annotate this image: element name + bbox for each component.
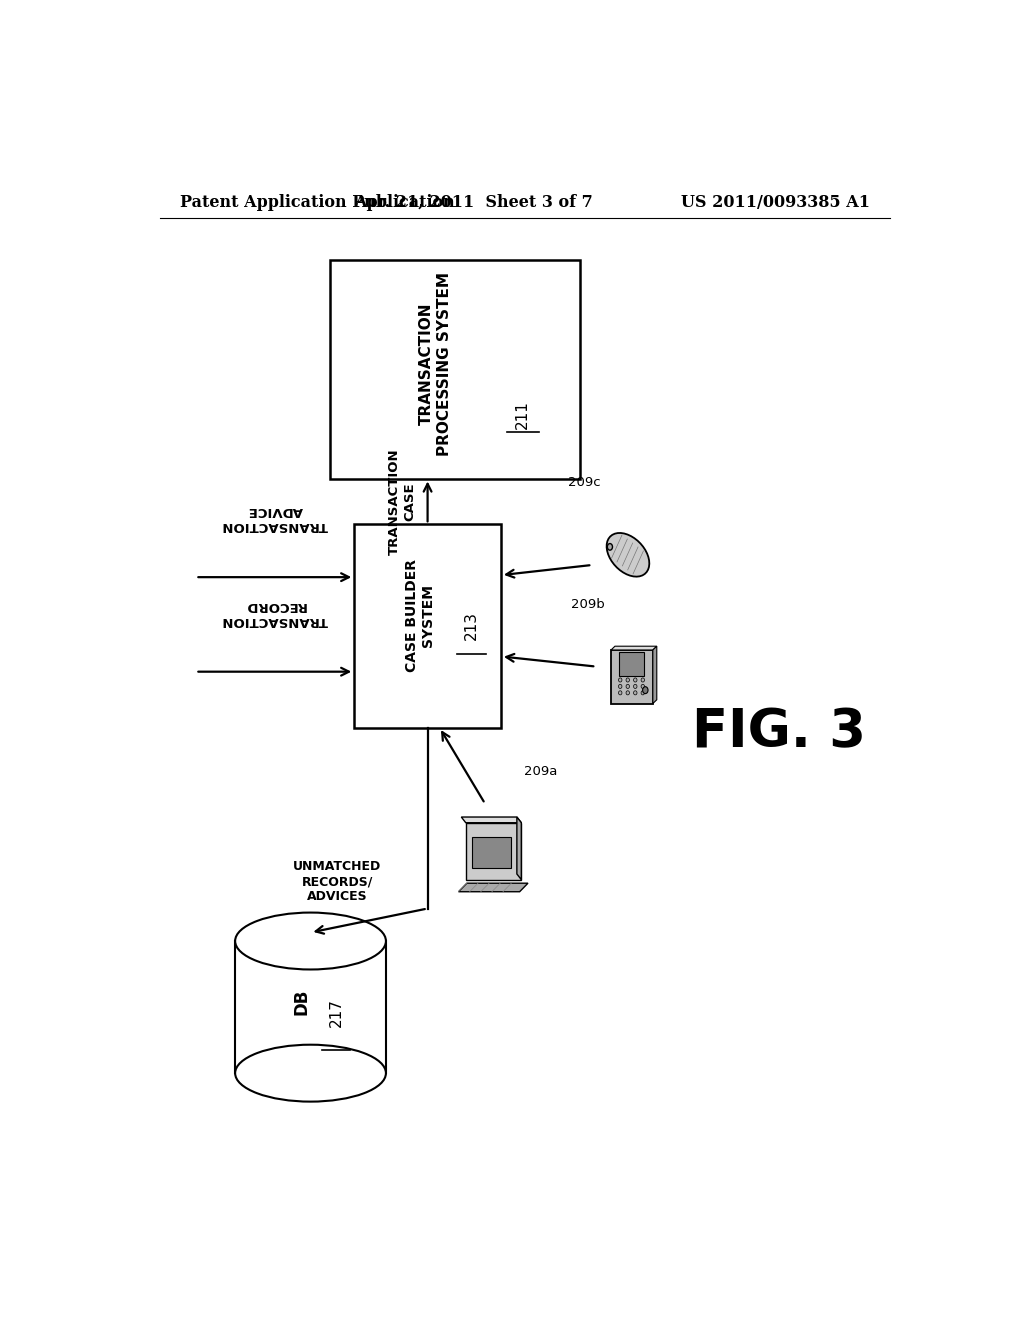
Text: FIG. 3: FIG. 3 bbox=[692, 706, 865, 759]
FancyBboxPatch shape bbox=[611, 649, 653, 704]
Ellipse shape bbox=[626, 684, 630, 689]
Text: TRANSACTION
RECORD: TRANSACTION RECORD bbox=[221, 599, 328, 627]
Ellipse shape bbox=[236, 1044, 386, 1102]
FancyBboxPatch shape bbox=[620, 652, 644, 676]
FancyBboxPatch shape bbox=[354, 524, 501, 727]
Ellipse shape bbox=[618, 684, 622, 689]
Ellipse shape bbox=[643, 686, 648, 693]
Text: Apr. 21, 2011  Sheet 3 of 7: Apr. 21, 2011 Sheet 3 of 7 bbox=[354, 194, 593, 211]
Text: TRANSACTION
ADVICE: TRANSACTION ADVICE bbox=[221, 504, 328, 532]
Ellipse shape bbox=[607, 544, 612, 550]
Ellipse shape bbox=[641, 684, 644, 689]
Bar bbox=[236, 941, 386, 1073]
Ellipse shape bbox=[236, 912, 386, 969]
Ellipse shape bbox=[641, 678, 644, 682]
Text: 213: 213 bbox=[464, 611, 479, 640]
Text: 211: 211 bbox=[515, 400, 530, 429]
Text: 209c: 209c bbox=[568, 475, 601, 488]
FancyBboxPatch shape bbox=[472, 837, 511, 869]
Polygon shape bbox=[611, 647, 656, 649]
Ellipse shape bbox=[634, 678, 637, 682]
Text: UNMATCHED
RECORDS/
ADVICES: UNMATCHED RECORDS/ ADVICES bbox=[293, 861, 381, 903]
Text: 217: 217 bbox=[329, 998, 343, 1027]
Text: TRANSACTION
CASE: TRANSACTION CASE bbox=[388, 447, 416, 554]
Polygon shape bbox=[606, 533, 649, 577]
Text: 209a: 209a bbox=[524, 766, 557, 779]
Text: US 2011/0093385 A1: US 2011/0093385 A1 bbox=[681, 194, 870, 211]
Text: CASE BUILDER
SYSTEM: CASE BUILDER SYSTEM bbox=[404, 560, 435, 672]
Ellipse shape bbox=[618, 678, 622, 682]
Polygon shape bbox=[517, 817, 521, 879]
Polygon shape bbox=[459, 883, 528, 892]
Ellipse shape bbox=[626, 678, 630, 682]
FancyBboxPatch shape bbox=[466, 822, 521, 879]
Ellipse shape bbox=[626, 690, 630, 694]
Text: 209b: 209b bbox=[571, 598, 605, 611]
Polygon shape bbox=[462, 817, 521, 822]
Text: TRANSACTION
PROCESSING SYSTEM: TRANSACTION PROCESSING SYSTEM bbox=[419, 272, 452, 457]
Ellipse shape bbox=[634, 684, 637, 689]
Text: Patent Application Publication: Patent Application Publication bbox=[179, 194, 455, 211]
Text: DB: DB bbox=[292, 989, 310, 1015]
Ellipse shape bbox=[634, 690, 637, 694]
Ellipse shape bbox=[641, 690, 644, 694]
Polygon shape bbox=[653, 647, 656, 704]
Ellipse shape bbox=[618, 690, 622, 694]
FancyBboxPatch shape bbox=[331, 260, 581, 479]
